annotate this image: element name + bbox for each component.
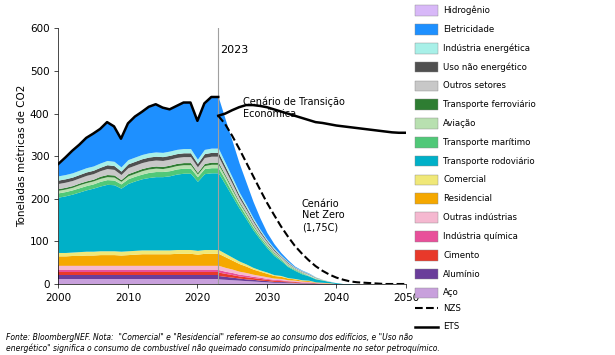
Text: Transporte marítimo: Transporte marítimo xyxy=(443,138,531,147)
Text: Uso não energético: Uso não energético xyxy=(443,62,527,72)
Text: 2023: 2023 xyxy=(220,45,248,55)
Text: Alumínio: Alumínio xyxy=(443,269,481,279)
Y-axis label: Toneladas métricas de CO2: Toneladas métricas de CO2 xyxy=(17,85,27,228)
Text: Cenário
Net Zero
(1,75C): Cenário Net Zero (1,75C) xyxy=(301,199,344,232)
Text: Aço: Aço xyxy=(443,288,459,297)
Text: Residencial: Residencial xyxy=(443,194,493,203)
Text: Indústria química: Indústria química xyxy=(443,232,518,241)
Text: Cimento: Cimento xyxy=(443,251,480,260)
Text: Indústria energética: Indústria energética xyxy=(443,44,530,53)
Text: NZS: NZS xyxy=(443,304,461,313)
Text: Outros setores: Outros setores xyxy=(443,81,506,91)
Text: ETS: ETS xyxy=(443,322,459,332)
Text: Outras indústrias: Outras indústrias xyxy=(443,213,517,222)
Text: Transporte ferroviário: Transporte ferroviário xyxy=(443,100,536,109)
Text: Comercial: Comercial xyxy=(443,175,486,185)
Text: Fonte: BloombergNEF. Nota:  "Comercial" e "Residencial" referem-se ao consumo do: Fonte: BloombergNEF. Nota: "Comercial" e… xyxy=(6,333,440,353)
Text: Transporte rodoviário: Transporte rodoviário xyxy=(443,157,535,166)
Text: Eletricidade: Eletricidade xyxy=(443,25,494,34)
Text: Aviação: Aviação xyxy=(443,119,477,128)
Text: Hidrogênio: Hidrogênio xyxy=(443,6,490,15)
Text: Cenário de Transição
Econômica: Cenário de Transição Econômica xyxy=(242,97,344,119)
